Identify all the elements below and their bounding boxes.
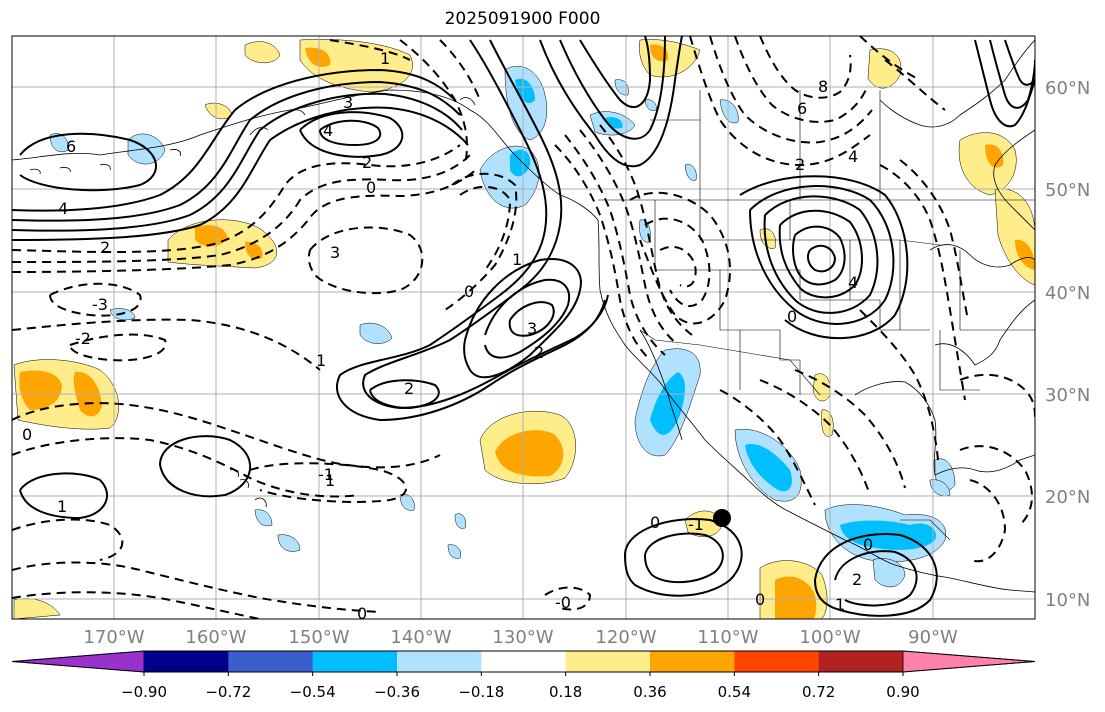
lat-label: 30°N (1045, 385, 1090, 406)
contour-label: -3 (92, 295, 108, 314)
black-dot-marker (713, 509, 731, 527)
lat-label: 60°N (1045, 78, 1090, 99)
contour-label: 0 (863, 535, 873, 554)
contour-label: 4 (848, 147, 858, 166)
colorbar-tick-label: 0.18 (549, 683, 582, 701)
colorbar-extend-max (902, 650, 1036, 673)
contour-label: 0 (755, 590, 765, 609)
map-frame (11, 35, 1036, 620)
contour-label: 1 (380, 49, 390, 68)
contour-label: 1 (835, 595, 845, 614)
contour-label: 2 (404, 379, 414, 398)
colorbar-tick-label: 0.36 (633, 683, 666, 701)
lon-label: 90°W (908, 627, 958, 648)
contour-label: 0 (464, 282, 474, 301)
longitude-labels: 170°W 160°W 150°W 140°W 130°W 120°W 110°… (83, 627, 958, 648)
strong-negative-anomaly-shading (510, 78, 936, 550)
colorbar: −0.90 −0.72 −0.54 −0.36 −0.18 0.18 0.36 0.54 0.7… (11, 650, 1036, 701)
contour-label: 1 (316, 351, 326, 370)
contour-label: 2 (100, 238, 110, 257)
gridlines (12, 36, 1035, 619)
contour-label: 2 (362, 153, 372, 172)
contour-label: 2 (534, 343, 544, 362)
colorbar-segment (734, 651, 820, 672)
colorbar-tick-label: −0.36 (374, 683, 420, 701)
colorbar-segment (397, 651, 482, 672)
contour-label: -1 (688, 515, 704, 534)
contour-label: 0 (357, 604, 367, 623)
latitude-labels: 60°N 50°N 40°N 30°N 20°N 10°N (1045, 78, 1090, 611)
lat-label: 50°N (1045, 180, 1090, 201)
contour-label: 1 (512, 250, 522, 269)
lat-label: 10°N (1045, 590, 1090, 611)
contour-label: 3 (330, 243, 340, 262)
contour-label: 3 (343, 93, 353, 112)
contour-label: -2 (75, 329, 91, 348)
contour-label: -1 (318, 465, 334, 484)
map-title: 2025091900 F000 (444, 9, 601, 29)
lon-label: 120°W (595, 627, 656, 648)
contour-label: 3 (527, 319, 537, 338)
colorbar-extend-min (11, 650, 145, 673)
lon-label: 140°W (390, 627, 451, 648)
lat-label: 20°N (1045, 487, 1090, 508)
contour-label: 6 (797, 99, 807, 118)
contour-label: 0 (650, 513, 660, 532)
map-panel: 1 3 4 6 4 2 0 3 2 -3 -2 1 2 2 3 0 1 0 1 … (12, 36, 1035, 623)
colorbar-segment (312, 651, 398, 672)
lat-label: 40°N (1045, 283, 1090, 304)
contour-label: -0 (555, 593, 571, 612)
contour-label: 0 (366, 178, 376, 197)
contour-label: 8 (818, 77, 828, 96)
colorbar-tick-label: 0.54 (718, 683, 751, 701)
contour-label: 6 (66, 137, 76, 156)
colorbar-segment (228, 651, 314, 672)
contour-label: 4 (58, 199, 68, 218)
contour-label: 4 (323, 121, 333, 140)
colorbar-ticks: −0.90 −0.72 −0.54 −0.36 −0.18 0.18 0.36 0.54 0.7… (121, 672, 920, 701)
contour-label: 2 (852, 570, 862, 589)
positive-contours (12, 36, 1035, 617)
contour-labels: 1 3 4 6 4 2 0 3 2 -3 -2 1 2 2 3 0 1 0 1 … (22, 49, 873, 623)
contour-label: 2 (795, 155, 805, 174)
colorbar-segment (818, 651, 904, 672)
colorbar-tick-label: −0.54 (290, 683, 336, 701)
contour-label: 1 (57, 497, 67, 516)
colorbar-tick-label: −0.72 (205, 683, 251, 701)
colorbar-tick-label: 0.90 (886, 683, 919, 701)
lon-label: 150°W (288, 627, 349, 648)
lon-label: 110°W (697, 627, 758, 648)
colorbar-segment (650, 651, 735, 672)
colorbar-segment (144, 651, 229, 672)
colorbar-segment (565, 651, 651, 672)
colorbar-tick-label: −0.18 (458, 683, 504, 701)
colorbar-tick-label: 0.72 (802, 683, 835, 701)
contour-label: 4 (848, 273, 858, 292)
lon-label: 160°W (185, 627, 246, 648)
strong-positive-anomaly-shading (19, 44, 1035, 619)
colorbar-segment (481, 651, 567, 672)
contour-label: 0 (22, 425, 32, 444)
colorbar-tick-label: −0.90 (121, 683, 167, 701)
lon-label: 170°W (83, 627, 144, 648)
contour-label: 1 (325, 471, 335, 490)
contour-label: 0 (787, 307, 797, 326)
negative-contours (12, 36, 1035, 619)
lon-label: 130°W (492, 627, 553, 648)
colorbar-segments (11, 650, 1036, 673)
lon-label: 100°W (799, 627, 860, 648)
